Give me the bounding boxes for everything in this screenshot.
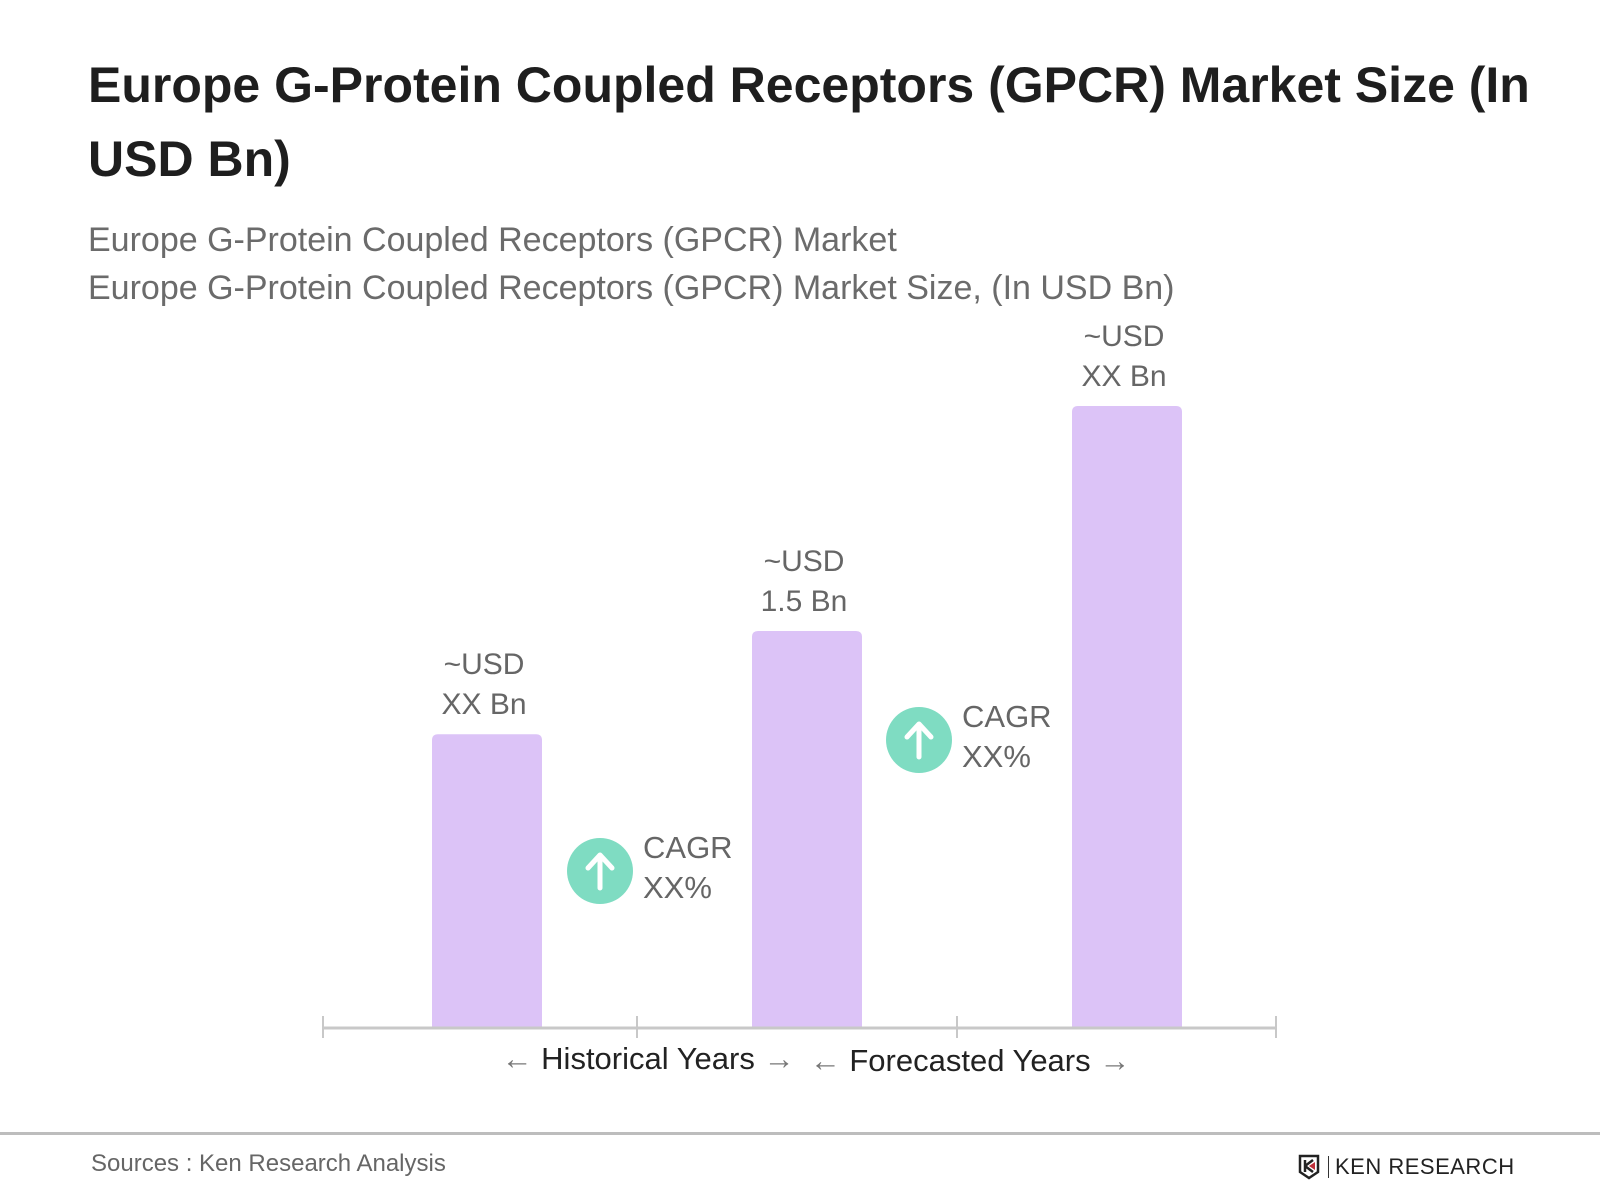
period-text: Forecasted Years bbox=[849, 1043, 1090, 1078]
bar bbox=[1072, 406, 1182, 1028]
data-label: XX Bn bbox=[1081, 360, 1166, 393]
arrow-up-icon bbox=[904, 721, 934, 760]
arrow-up-icon bbox=[585, 852, 615, 891]
logo-icon bbox=[1298, 1154, 1320, 1180]
cagr-label: CAGR bbox=[643, 830, 733, 865]
chart-subtitle-2: Europe G-Protein Coupled Receptors (GPCR… bbox=[88, 269, 1175, 307]
arrow-right-icon: → bbox=[1091, 1043, 1131, 1078]
arrow-left-icon: ← bbox=[810, 1043, 850, 1078]
footer-divider bbox=[0, 1132, 1600, 1135]
bar bbox=[432, 734, 542, 1028]
data-label: ~USD bbox=[764, 545, 845, 578]
period-label: ← Forecasted Years → bbox=[810, 1043, 1131, 1078]
data-label: XX Bn bbox=[441, 688, 526, 721]
cagr-value: XX% bbox=[643, 870, 712, 905]
data-label: ~USD bbox=[1084, 320, 1165, 353]
bar bbox=[752, 630, 862, 1028]
ken-research-logo: KEN RESEARCH bbox=[1298, 1154, 1515, 1180]
period-text: Historical Years bbox=[541, 1041, 755, 1076]
chart-subtitle-1: Europe G-Protein Coupled Receptors (GPCR… bbox=[88, 221, 897, 259]
source-note: Sources : Ken Research Analysis bbox=[91, 1150, 446, 1177]
cagr-label: CAGR bbox=[962, 699, 1052, 734]
data-label: 1.5 Bn bbox=[761, 585, 848, 618]
chart-title: Europe G-Protein Coupled Receptors (GPCR… bbox=[88, 57, 1530, 187]
logo-text: KEN RESEARCH bbox=[1335, 1154, 1515, 1179]
data-label: ~USD bbox=[444, 648, 525, 681]
arrow-left-icon: ← bbox=[502, 1041, 542, 1076]
arrow-right-icon: → bbox=[755, 1041, 795, 1076]
period-label: ← Historical Years → bbox=[502, 1041, 795, 1076]
cagr-value: XX% bbox=[962, 739, 1031, 774]
